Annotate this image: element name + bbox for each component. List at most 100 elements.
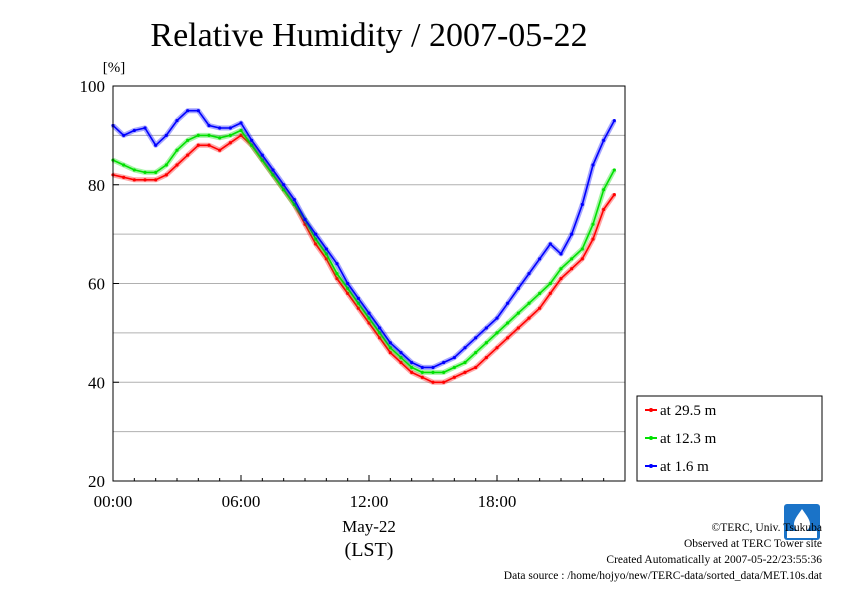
series-band-1: [111, 127, 617, 375]
data-point: [431, 365, 435, 370]
data-point: [527, 316, 531, 320]
data-point: [559, 252, 563, 256]
x-tick-label: 12:00: [350, 492, 389, 511]
data-point: [282, 183, 286, 187]
data-point: [474, 351, 478, 355]
data-point: [207, 123, 211, 128]
data-point: [452, 375, 456, 379]
x-tick-label: 06:00: [222, 492, 261, 511]
data-point: [410, 360, 414, 365]
data-point: [324, 257, 328, 261]
data-point: [431, 380, 435, 384]
data-point: [175, 148, 179, 152]
data-point: [570, 257, 574, 261]
data-point: [218, 136, 222, 140]
y-tick-label: 60: [88, 275, 105, 294]
data-point: [506, 321, 510, 325]
x-tick-label: 18:00: [478, 492, 517, 511]
data-point: [346, 281, 350, 286]
series-line-2: [112, 109, 616, 369]
data-point: [410, 365, 414, 370]
data-point: [346, 286, 350, 291]
y-tick-label: 80: [88, 176, 105, 195]
y-tick-label: 40: [88, 373, 105, 392]
data-point: [602, 207, 606, 212]
data-point: [335, 272, 339, 276]
footer-source: Data source : /home/hojyo/new/TERC-data/…: [503, 570, 822, 582]
data-point: [463, 346, 467, 350]
data-point: [378, 331, 382, 335]
data-point: [164, 173, 168, 177]
data-point: [538, 257, 542, 261]
data-point: [602, 138, 606, 142]
data-point: [388, 351, 392, 355]
data-point: [602, 188, 606, 192]
legend-label: at 12.3 m: [660, 431, 717, 447]
footer-copyright: ©TERC, Univ. Tsukuba: [711, 522, 822, 534]
data-point: [559, 276, 563, 281]
data-point: [548, 281, 552, 286]
data-point: [388, 346, 392, 350]
data-point: [399, 360, 403, 365]
data-point: [314, 242, 318, 246]
data-point: [239, 133, 243, 137]
data-point: [420, 375, 424, 379]
data-point: [335, 262, 339, 266]
data-point: [378, 326, 382, 330]
y-axis-unit: [%]: [103, 60, 126, 76]
series-line-0: [112, 134, 615, 384]
data-point: [570, 267, 574, 271]
data-point: [442, 380, 446, 384]
data-point: [303, 222, 307, 226]
data-point: [516, 326, 520, 330]
footer-observed: Observed at TERC Tower site: [683, 538, 822, 550]
data-point: [207, 143, 211, 147]
data-point: [399, 355, 403, 360]
data-point: [196, 133, 200, 137]
data-point: [314, 237, 318, 241]
legend: at 29.5 m at 12.3 m at 1.6 m: [636, 395, 823, 482]
data-point: [591, 222, 595, 226]
data-point: [612, 193, 616, 197]
data-point: [260, 158, 264, 162]
footer-credits: ©TERC, Univ. Tsukuba Observed at TERC To…: [504, 520, 822, 584]
data-point: [484, 355, 488, 360]
data-point: [506, 336, 510, 340]
data-point: [292, 202, 296, 207]
data-point: [410, 370, 414, 374]
data-point: [303, 217, 307, 221]
legend-label: at 29.5 m: [660, 403, 717, 419]
y-tick-label: 100: [80, 77, 106, 96]
legend-marker: [649, 464, 653, 468]
data-point: [260, 153, 264, 157]
data-point: [143, 170, 147, 175]
data-point: [495, 316, 499, 320]
data-point: [207, 133, 211, 137]
data-point: [548, 291, 552, 295]
data-point: [122, 133, 126, 137]
data-point: [356, 306, 360, 310]
data-point: [474, 336, 478, 340]
data-point: [356, 296, 360, 300]
data-point: [228, 126, 232, 130]
data-point: [143, 126, 147, 130]
axis-ticks: 20 40 60 80 100 00:00 06:00 12:00 18:00: [80, 77, 605, 511]
data-point: [228, 141, 232, 145]
data-point: [559, 267, 563, 271]
data-point: [292, 197, 296, 202]
data-point: [324, 252, 328, 256]
data-point: [495, 331, 499, 335]
data-point: [218, 148, 222, 152]
data-point: [324, 247, 328, 251]
footer-created: Created Automatically at 2007-05-22/23:5…: [606, 554, 822, 566]
data-point: [228, 133, 232, 137]
data-point: [431, 370, 435, 374]
data-point: [335, 276, 339, 281]
data-point: [463, 360, 467, 365]
legend-box: [636, 395, 823, 482]
data-point: [122, 163, 126, 167]
data-point: [164, 163, 168, 167]
y-tick-label: 20: [88, 472, 105, 491]
data-point: [239, 121, 243, 125]
x-axis-date-label: May-22: [342, 517, 396, 536]
